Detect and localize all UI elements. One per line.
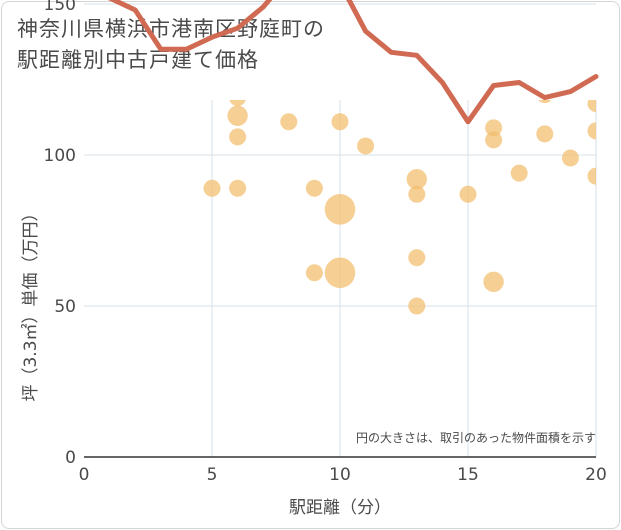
bubble-point — [460, 23, 477, 40]
y-tick-label: 100 — [44, 146, 76, 166]
bubble-point — [332, 53, 349, 70]
bubble-point — [357, 137, 375, 155]
bubble-point — [485, 44, 502, 61]
bubble-point — [535, 6, 555, 26]
bubble-point — [229, 128, 247, 146]
bubble-point — [536, 0, 553, 13]
bubble-point — [324, 257, 356, 289]
x-axis-title: 駅距離（分） — [289, 498, 391, 518]
bubble-point — [561, 149, 579, 167]
chart-title-line-1: 神奈川県横浜市港南区野庭町の — [17, 17, 325, 41]
bubble-point — [587, 100, 596, 113]
bubble-point — [229, 179, 247, 197]
x-tick-label: 15 — [457, 465, 479, 485]
bubble-point — [331, 113, 349, 131]
bubble-point — [357, 71, 374, 88]
trend-line — [107, 0, 599, 125]
bubble-point — [460, 65, 477, 82]
y-tick-label: 50 — [54, 297, 76, 317]
bubble-point — [357, 44, 374, 61]
bubble-point — [332, 0, 349, 9]
bubble-point — [587, 167, 596, 185]
bubble-point — [536, 50, 553, 67]
bubble-point — [408, 185, 426, 203]
bubble-point — [562, 32, 579, 49]
bubble-point — [485, 119, 503, 137]
bubble-point — [306, 32, 323, 49]
bubble-point — [324, 194, 356, 225]
bubble-point — [203, 179, 221, 197]
bubble-point — [562, 0, 579, 13]
bubble-point — [510, 164, 528, 182]
y-tick-label: 0 — [65, 448, 76, 468]
bubble-point — [305, 179, 323, 197]
size-annotation: 円の大きさは、取引のあった物件面積を示す — [356, 430, 596, 445]
x-tick-label: 20 — [585, 465, 607, 485]
bubble-point — [383, 80, 400, 97]
bubble-point — [434, 8, 451, 25]
bubble-point — [355, 60, 375, 80]
chart-title-line-2: 駅距離別中古戸建て価格 — [17, 48, 259, 72]
bubble-point — [408, 297, 426, 315]
bubble-point — [357, 38, 374, 55]
y-axis-title: 坪（3.3㎡）単価（万円） — [21, 204, 41, 401]
bubble-point — [483, 271, 504, 293]
bubble-point — [305, 264, 323, 282]
y-tick-labels: 050100150200 — [44, 0, 76, 468]
bubble-point — [178, 59, 195, 76]
bubble-layer — [178, 0, 596, 315]
x-tick-label: 0 — [79, 465, 90, 485]
bubble-point — [227, 105, 248, 126]
x-tick-labels: 0 5 10 15 20 — [79, 465, 607, 485]
bubble-point — [280, 113, 298, 131]
bubble-point — [538, 100, 552, 104]
x-tick-label: 10 — [329, 465, 351, 485]
bubble-point — [229, 0, 246, 9]
bubble-point — [460, 68, 477, 85]
bubble-point — [229, 100, 246, 107]
bubble-point — [432, 48, 452, 68]
bubble-point — [536, 125, 554, 143]
bubble-point — [459, 185, 477, 203]
bubble-point — [279, 39, 299, 59]
bubble-point — [408, 249, 426, 267]
bubble-point — [332, 62, 349, 79]
bubble-point — [536, 74, 553, 91]
bubble-point — [536, 38, 553, 55]
bubble-point — [485, 131, 503, 149]
bubble-point — [406, 168, 427, 190]
x-tick-label: 5 — [207, 465, 218, 485]
bubble-point — [458, 27, 478, 47]
chart-title: 神奈川県横浜市港南区野庭町の 駅距離別中古戸建て価格 — [17, 14, 325, 76]
y-tick-label: 150 — [44, 0, 76, 15]
bubble-point — [587, 122, 596, 140]
